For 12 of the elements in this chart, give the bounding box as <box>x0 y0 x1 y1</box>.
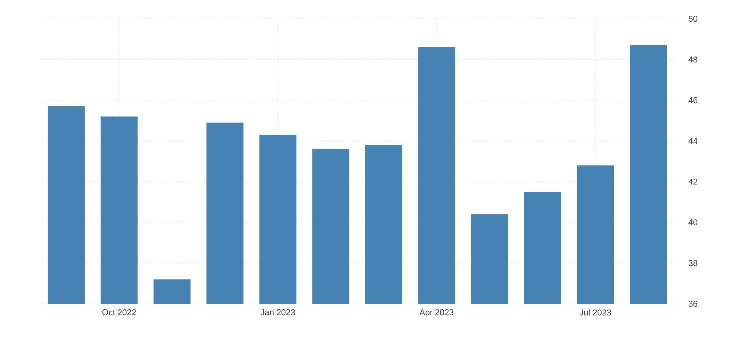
y-tick-label: 44 <box>688 138 698 144</box>
y-tick-label: 40 <box>688 220 698 226</box>
x-tick-label: Apr 2023 <box>420 310 454 318</box>
y-tick-label: 46 <box>688 97 698 104</box>
y-tick-label: 48 <box>688 56 698 63</box>
x-tick-label: Jul 2023 <box>580 310 612 316</box>
y-tick-label: 36 <box>688 301 698 307</box>
y-tick-label: 50 <box>688 16 698 22</box>
y-tick-label: 42 <box>688 178 698 185</box>
x-tick-label: Oct 2022 <box>102 310 136 316</box>
y-tick-label: 38 <box>688 260 698 266</box>
x-tick-label: Jan 2023 <box>260 310 296 316</box>
